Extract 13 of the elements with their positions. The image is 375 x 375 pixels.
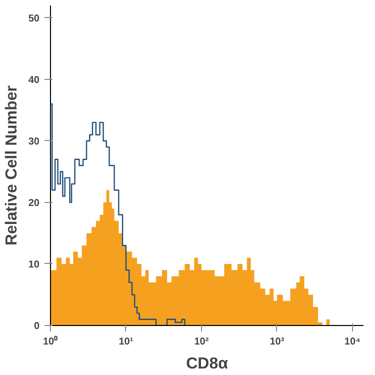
x-tick-label: 10⁴ [344, 336, 361, 348]
y-tick-label: 40 [28, 74, 40, 86]
x-tick-label: 10² [194, 336, 210, 348]
y-tick-label: 10 [28, 259, 40, 270]
x-tick-label: 10³ [270, 336, 285, 348]
y-tick-label: 30 [28, 136, 40, 148]
y-axis-title: Relative Cell Number [3, 85, 20, 246]
y-tick-label: 0 [34, 321, 40, 332]
y-tick-label: 50 [28, 13, 40, 24]
x-tick-label: 10¹ [118, 336, 134, 348]
y-tick-label: 20 [28, 198, 40, 209]
x-axis-title: CD8α [186, 356, 228, 372]
x-tick-label: 10⁰ [42, 336, 58, 348]
